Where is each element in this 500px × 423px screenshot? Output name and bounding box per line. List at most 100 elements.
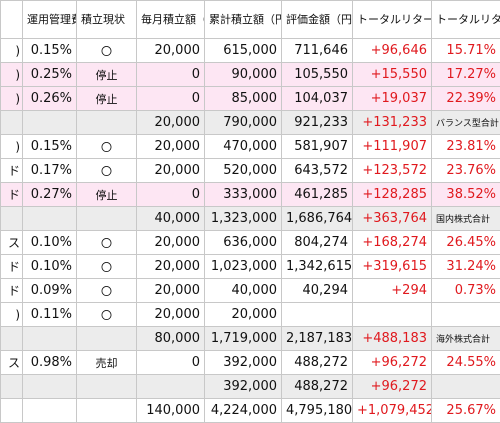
return-rate-cell: 22.39% [432, 87, 500, 111]
return-yen-cell: +294 [353, 279, 432, 303]
fund-name-cell: ス [1, 231, 23, 255]
return-yen-cell: +123,572 [353, 159, 432, 183]
status-cell: 〇 [77, 231, 137, 255]
fee-cell: 0.98% [23, 351, 77, 375]
monthly-amount-cell: 40,000 [137, 207, 205, 231]
cumulative-amount-cell: 85,000 [205, 87, 282, 111]
fund-name-cell: ) [1, 303, 23, 327]
monthly-amount-cell: 80,000 [137, 327, 205, 351]
return-yen-cell: +96,272 [353, 375, 432, 399]
cumulative-amount-cell: 615,000 [205, 39, 282, 63]
cumulative-amount-cell: 392,000 [205, 351, 282, 375]
cumulative-amount-cell: 20,000 [205, 303, 282, 327]
category-total-label: 国内株式合計 [432, 207, 500, 231]
valuation-cell: 1,342,615 [282, 255, 353, 279]
status-cell [77, 111, 137, 135]
fund-name-cell [1, 111, 23, 135]
status-cell: 停止 [77, 63, 137, 87]
return-yen-cell: +111,907 [353, 135, 432, 159]
header-accumulation-status: 積立現状 [77, 1, 137, 39]
fund-name-cell [1, 327, 23, 351]
fee-cell: 0.15% [23, 39, 77, 63]
valuation-cell: 921,233 [282, 111, 353, 135]
fee-cell [23, 207, 77, 231]
monthly-amount-cell: 0 [137, 351, 205, 375]
fee-cell: 0.10% [23, 231, 77, 255]
return-yen-cell: +319,615 [353, 255, 432, 279]
status-cell: 停止 [77, 183, 137, 207]
header-cumulative-amount: 累計積立額（円） [205, 1, 282, 39]
fee-cell [23, 327, 77, 351]
fee-cell: 0.27% [23, 183, 77, 207]
monthly-amount-cell: 20,000 [137, 303, 205, 327]
monthly-amount-cell: 20,000 [137, 159, 205, 183]
status-cell: 〇 [77, 135, 137, 159]
cumulative-amount-cell: 333,000 [205, 183, 282, 207]
cumulative-amount-cell: 636,000 [205, 231, 282, 255]
fee-cell: 0.11% [23, 303, 77, 327]
fee-cell: 0.10% [23, 255, 77, 279]
return-yen-cell [353, 303, 432, 327]
fee-cell: 0.25% [23, 63, 77, 87]
return-rate-cell: 0.73% [432, 279, 500, 303]
monthly-amount-cell: 20,000 [137, 255, 205, 279]
cumulative-amount-cell: 1,023,000 [205, 255, 282, 279]
monthly-amount-cell [137, 375, 205, 399]
return-yen-cell: +131,233 [353, 111, 432, 135]
monthly-amount-cell: 20,000 [137, 111, 205, 135]
status-cell: 〇 [77, 159, 137, 183]
category-total-label: 海外株式合計 [432, 327, 500, 351]
status-cell [77, 375, 137, 399]
status-cell [77, 327, 137, 351]
status-cell: 〇 [77, 39, 137, 63]
fee-cell: 0.09% [23, 279, 77, 303]
header-management-fee: 運用管理費用（税込） [23, 1, 77, 39]
status-cell: 〇 [77, 303, 137, 327]
valuation-cell: 804,274 [282, 231, 353, 255]
category-total-label: バランス型合計 [432, 111, 500, 135]
valuation-cell: 488,272 [282, 375, 353, 399]
cumulative-amount-cell: 1,719,000 [205, 327, 282, 351]
monthly-amount-cell: 20,000 [137, 39, 205, 63]
fee-cell: 0.26% [23, 87, 77, 111]
category-total-label [432, 375, 500, 399]
monthly-amount-cell: 0 [137, 183, 205, 207]
fund-name-cell: ) [1, 87, 23, 111]
status-cell: 〇 [77, 279, 137, 303]
header-row: 運用管理費用（税込） 積立現状 毎月積立額（円） 累計積立額（円） 評価金額（円… [1, 1, 500, 39]
return-rate-cell: 23.76% [432, 159, 500, 183]
valuation-cell: 581,907 [282, 135, 353, 159]
fund-name-cell: ド [1, 255, 23, 279]
monthly-amount-cell: 20,000 [137, 279, 205, 303]
status-cell [77, 207, 137, 231]
cumulative-amount-cell: 90,000 [205, 63, 282, 87]
return-yen-cell: +15,550 [353, 63, 432, 87]
valuation-cell: 711,646 [282, 39, 353, 63]
cumulative-amount-cell: 40,000 [205, 279, 282, 303]
valuation-cell: 104,037 [282, 87, 353, 111]
cumulative-amount-cell: 470,000 [205, 135, 282, 159]
return-yen-cell: +96,272 [353, 351, 432, 375]
valuation-cell: 488,272 [282, 351, 353, 375]
return-rate-cell: 23.81% [432, 135, 500, 159]
fee-cell: 0.15% [23, 135, 77, 159]
valuation-cell: 461,285 [282, 183, 353, 207]
fee-cell [23, 111, 77, 135]
valuation-cell [282, 303, 353, 327]
return-rate-cell: 26.45% [432, 231, 500, 255]
cumulative-amount-cell: 1,323,000 [205, 207, 282, 231]
status-cell: 〇 [77, 255, 137, 279]
monthly-amount-cell: 0 [137, 87, 205, 111]
monthly-amount-cell: 20,000 [137, 135, 205, 159]
valuation-cell: 1,686,764 [282, 207, 353, 231]
